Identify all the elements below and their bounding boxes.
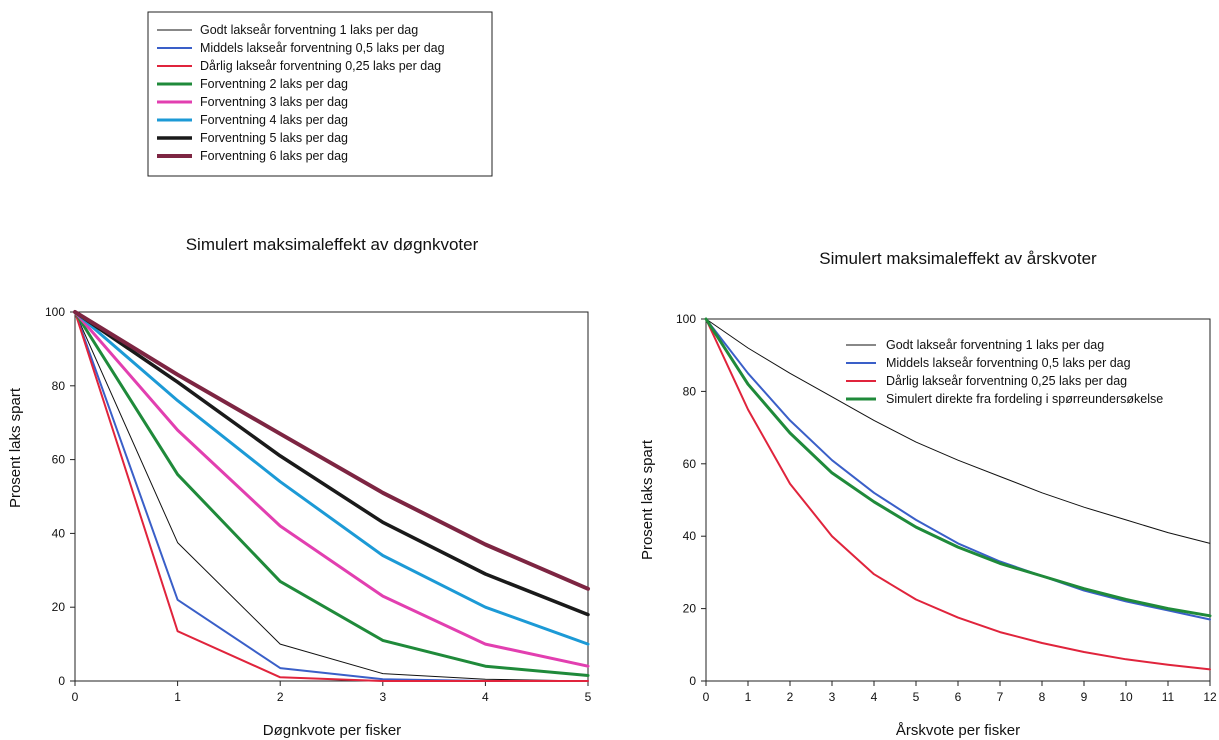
legend-label: Forventning 6 laks per dag: [200, 149, 348, 163]
x-tick-label: 3: [829, 690, 836, 704]
y-tick-label: 0: [689, 674, 696, 688]
x-tick-label: 2: [787, 690, 794, 704]
legend-label: Godt lakseår forventning 1 laks per dag: [886, 338, 1104, 352]
legend-label: Forventning 3 laks per dag: [200, 95, 348, 109]
x-tick-label: 1: [745, 690, 752, 704]
y-tick-label: 40: [52, 526, 66, 540]
x-tick-label: 11: [1162, 690, 1175, 704]
x-tick-label: 3: [379, 690, 386, 704]
x-tick-label: 12: [1203, 690, 1217, 704]
y-tick-label: 20: [683, 602, 697, 616]
x-tick-label: 10: [1119, 690, 1133, 704]
y-tick-label: 80: [683, 384, 697, 398]
y-tick-label: 100: [45, 305, 65, 319]
series-line: [705, 318, 1211, 621]
series-line: [73, 310, 590, 668]
x-tick-label: 0: [703, 690, 710, 704]
x-tick-label: 6: [955, 690, 962, 704]
x-tick-label: 9: [1081, 690, 1088, 704]
top-legend-frame: [147, 11, 493, 177]
y-axis-label: Prosent laks spart: [639, 439, 656, 560]
legend-label: Dårlig lakseår forventning 0,25 laks per…: [886, 374, 1127, 388]
legend-label: Middels lakseår forventning 0,5 laks per…: [886, 356, 1131, 370]
legend-label: Forventning 4 laks per dag: [200, 113, 348, 127]
chart-daily-quota: Simulert maksimaleffekt av døgnkvoter Dø…: [7, 235, 592, 739]
series-line: [73, 310, 590, 591]
series-line: [705, 318, 1211, 671]
plot-frame: [74, 311, 589, 682]
series-line: [74, 311, 589, 682]
legend-label: Forventning 2 laks per dag: [200, 77, 348, 91]
top-legend: Godt lakseår forventning 1 laks per dag M…: [147, 11, 493, 177]
legend-label: Dårlig lakseår forventning 0,25 laks per…: [200, 59, 441, 73]
series-line: [73, 310, 590, 617]
x-tick-label: 4: [482, 690, 489, 704]
y-tick-label: 60: [683, 457, 697, 471]
x-tick-label: 8: [1039, 690, 1046, 704]
x-tick-label: 4: [871, 690, 878, 704]
x-tick-label: 7: [997, 690, 1004, 704]
legend-label: Godt lakseår forventning 1 laks per dag: [200, 23, 418, 37]
x-tick-label: 5: [913, 690, 920, 704]
chart-annual-quota: Simulert maksimaleffekt av årskvoter Års…: [639, 249, 1217, 739]
legend-label: Simulert direkte fra fordeling i spørreu…: [886, 392, 1163, 406]
y-tick-label: 100: [676, 312, 696, 326]
x-axis-label: Døgnkvote per fisker: [263, 722, 401, 739]
x-tick-label: 0: [72, 690, 79, 704]
x-tick-label: 1: [174, 690, 181, 704]
legend-label: Forventning 5 laks per dag: [200, 131, 348, 145]
y-tick-label: 80: [52, 379, 66, 393]
series-line: [73, 310, 590, 646]
y-tick-label: 0: [58, 674, 65, 688]
series-line: [74, 311, 589, 682]
series-line: [74, 311, 589, 682]
x-axis-label: Årskvote per fisker: [896, 722, 1020, 739]
legend-label: Middels lakseår forventning 0,5 laks per…: [200, 41, 445, 55]
y-tick-label: 60: [52, 453, 66, 467]
chart-title: Simulert maksimaleffekt av døgnkvoter: [186, 235, 479, 254]
series-line: [705, 318, 1211, 544]
series-line: [704, 317, 1212, 618]
series-line: [73, 310, 590, 677]
y-tick-label: 20: [52, 600, 66, 614]
y-tick-label: 40: [683, 529, 697, 543]
x-tick-label: 5: [585, 690, 592, 704]
y-axis-label: Prosent laks spart: [7, 387, 24, 508]
x-tick-label: 2: [277, 690, 284, 704]
chart-title: Simulert maksimaleffekt av årskvoter: [819, 249, 1097, 268]
